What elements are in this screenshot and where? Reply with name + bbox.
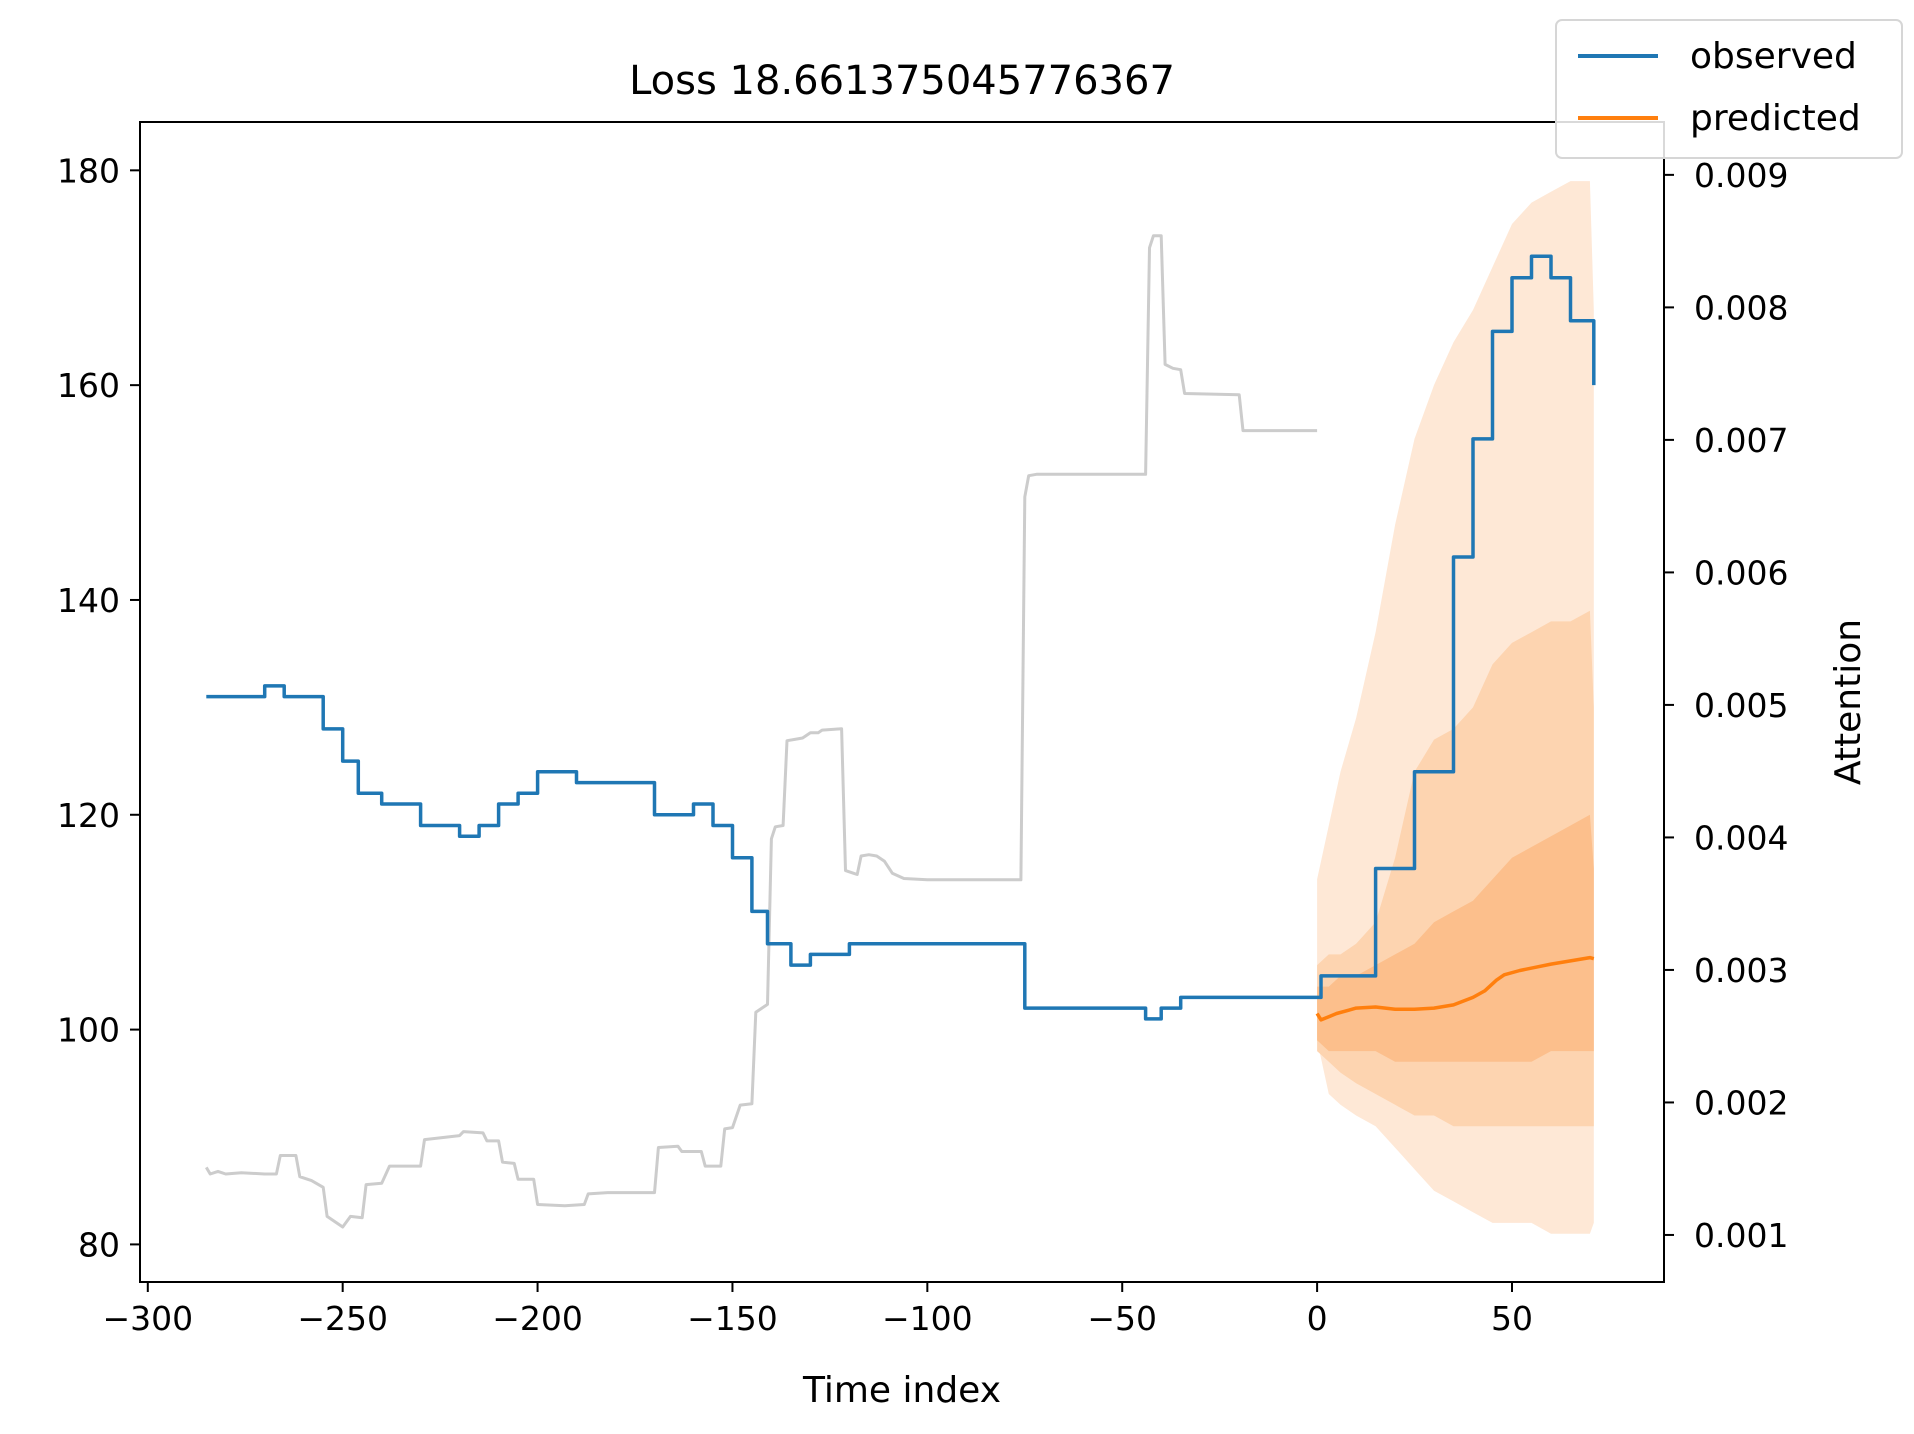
y2-tick-label: 0.007 <box>1694 421 1788 460</box>
x-tick-label: −100 <box>882 1299 973 1338</box>
attention-line <box>205 234 1318 1229</box>
x-tick-label: −150 <box>687 1299 778 1338</box>
y2-tick-label: 0.003 <box>1694 951 1788 990</box>
band-inner <box>1317 814 1594 1062</box>
observed-line <box>206 254 1596 1021</box>
y2-tick-label: 0.009 <box>1694 156 1788 195</box>
y-tick-label: 80 <box>78 1225 120 1264</box>
y2-tick-label: 0.004 <box>1694 818 1788 857</box>
y-tick-label: 100 <box>57 1011 120 1050</box>
y-axis-right: 0.001 0.002 0.003 0.004 0.005 0.006 0.007 0.008… <box>1664 156 1788 1255</box>
legend-predicted-label: predicted <box>1690 98 1861 139</box>
y-axis-left: 80 100 120 140 160 180 <box>57 151 140 1264</box>
y-tick-label: 160 <box>57 366 120 405</box>
y-tick-label: 140 <box>57 581 120 620</box>
x-tick-label: −250 <box>297 1299 388 1338</box>
y-tick-label: 180 <box>57 151 120 190</box>
plot-frame <box>139 121 1665 1283</box>
x-tick-label: 0 <box>1307 1299 1328 1338</box>
chart-title: Loss 18.661375045776367 <box>629 58 1175 104</box>
legend-observed-label: observed <box>1690 36 1857 77</box>
x-tick-label: −50 <box>1087 1299 1157 1338</box>
x-axis: −300 −250 −200 −150 −100 −50 0 50 <box>102 1282 1533 1338</box>
series-lines <box>205 234 1596 1229</box>
x-axis-label: Time index <box>802 1370 1001 1411</box>
y2-tick-label: 0.002 <box>1694 1083 1788 1122</box>
x-tick-label: −200 <box>492 1299 583 1338</box>
y2-tick-label: 0.005 <box>1694 686 1788 725</box>
y2-tick-label: 0.008 <box>1694 288 1788 327</box>
legend: observed predicted <box>1555 19 1903 159</box>
y-tick-label: 120 <box>57 796 120 835</box>
x-tick-label: −300 <box>102 1299 193 1338</box>
y2-axis-label: Attention <box>1828 619 1869 785</box>
predicted-line <box>1315 955 1595 1022</box>
y2-tick-label: 0.001 <box>1694 1216 1788 1255</box>
y2-tick-label: 0.006 <box>1694 553 1788 592</box>
x-tick-label: 50 <box>1491 1299 1533 1338</box>
